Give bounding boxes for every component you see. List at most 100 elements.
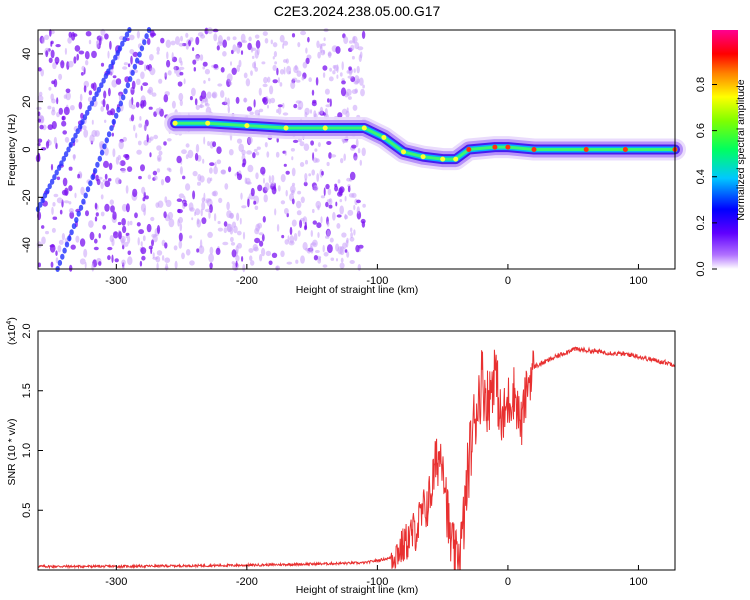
spectrum-noise-dot bbox=[304, 107, 310, 116]
spectrum-noise-dot bbox=[296, 200, 302, 209]
snr-panel: -300 -200 -100 0 100 0.5 1.0 1.5 2.0 Height of … bbox=[6, 317, 676, 596]
spectrum-noise-dot bbox=[312, 208, 315, 214]
snr-x-tick-label: -300 bbox=[105, 576, 127, 588]
spectrum-noise-dot bbox=[327, 98, 330, 103]
snr-y-tick-label: 2.0 bbox=[21, 323, 33, 338]
spectrum-noise-dot bbox=[314, 148, 318, 152]
spectrum-noise-dot bbox=[310, 109, 312, 114]
spectrum-noise-dot bbox=[220, 90, 225, 98]
spectrum-noise-dot bbox=[52, 216, 58, 220]
spectrum-noise-dot bbox=[267, 104, 269, 109]
spectrum-noise-dot bbox=[127, 250, 132, 256]
spectrum-noise-dot bbox=[88, 220, 94, 228]
spectrum-noise-dot bbox=[209, 262, 213, 270]
spectrum-streak-dot bbox=[83, 192, 88, 199]
spectrum-noise-dot bbox=[274, 208, 277, 216]
spectrum-streak-dot bbox=[120, 40, 125, 47]
spectrum-y-tick-label: 40 bbox=[21, 48, 33, 60]
spectrum-ridge-peak bbox=[172, 120, 178, 126]
spectrum-streak-dot bbox=[108, 63, 113, 70]
spectrum-noise-dot bbox=[189, 260, 195, 266]
spectrum-noise-dot bbox=[87, 96, 93, 102]
spectrum-noise-dot bbox=[199, 54, 204, 61]
spectrum-noise-dot bbox=[69, 211, 75, 219]
spectrum-x-tick-label: -300 bbox=[105, 275, 127, 287]
spectrum-noise-dot bbox=[153, 134, 159, 140]
snr-y-axis-title: SNR (10 * v/v) bbox=[6, 418, 18, 485]
spectrum-noise-dot bbox=[315, 77, 319, 86]
spectrum-noise-dot bbox=[64, 136, 70, 143]
spectrum-noise-dot bbox=[202, 61, 208, 67]
spectrum-noise-dot bbox=[266, 151, 270, 158]
spectrum-noise-dot bbox=[58, 107, 63, 115]
spectrum-noise-dot bbox=[234, 173, 237, 177]
spectrum-noise-dot bbox=[340, 257, 344, 263]
spectrum-noise-dot bbox=[300, 30, 307, 36]
spectrum-noise-dot bbox=[73, 154, 76, 161]
colorbar-tick-label: 0.4 bbox=[695, 169, 707, 184]
spectrum-noise-dot bbox=[341, 108, 348, 115]
spectrum-noise-dot bbox=[152, 252, 155, 259]
spectrum-streak-dot bbox=[87, 105, 92, 112]
spectrum-noise-dot bbox=[179, 71, 184, 76]
spectrum-noise-dot bbox=[305, 159, 308, 165]
spectrum-noise-dot bbox=[247, 136, 253, 145]
spectrum-noise-dot bbox=[53, 78, 58, 88]
spectrum-noise-dot bbox=[285, 189, 288, 197]
spectrum-noise-dot bbox=[142, 99, 147, 107]
spectrum-noise-dot bbox=[52, 202, 56, 207]
spectrum-noise-dot bbox=[250, 260, 255, 266]
spectrum-noise-dot bbox=[105, 103, 110, 111]
spectrum-noise-dot bbox=[171, 100, 176, 109]
spectrum-y-axis: -40 -20 0 20 40 bbox=[21, 48, 43, 253]
spectrum-noise-dot bbox=[146, 89, 152, 94]
spectrum-noise-dot bbox=[58, 239, 64, 245]
spectrum-noise-dot bbox=[206, 177, 211, 184]
spectrum-noise-dot bbox=[258, 87, 262, 96]
spectrum-noise-dot bbox=[356, 206, 360, 214]
spectrum-noise-dot bbox=[277, 104, 283, 108]
spectrum-streak-dot bbox=[75, 128, 81, 135]
spectrum-streak-dot bbox=[117, 45, 123, 52]
spectrum-noise-dot bbox=[332, 65, 336, 69]
spectrum-noise-dot bbox=[354, 156, 358, 161]
spectrum-noise-dot bbox=[134, 212, 138, 219]
spectrum-ridge-peak bbox=[401, 149, 406, 155]
spectrum-noise-dot bbox=[247, 42, 252, 51]
spectrum-noise-dot bbox=[353, 229, 356, 236]
spectrum-noise-dot bbox=[74, 192, 77, 199]
spectrum-noise-dot bbox=[62, 177, 68, 187]
spectrum-streak-dot bbox=[49, 178, 55, 185]
spectrum-ridge-peak bbox=[505, 144, 511, 150]
spectrum-noise-dot bbox=[140, 247, 147, 255]
spectrum-noise-dot bbox=[272, 79, 278, 84]
spectrum-noise-dot bbox=[222, 241, 229, 246]
spectrum-noise-dot bbox=[94, 238, 98, 244]
spectrum-noise-dot bbox=[229, 81, 233, 86]
spectrum-noise-dot bbox=[142, 197, 146, 202]
spectrum-streak-dot bbox=[78, 204, 84, 211]
spectrum-noise-dot bbox=[140, 103, 143, 107]
spectrum-ridge-peak bbox=[453, 156, 459, 162]
spectrum-noise-dot bbox=[122, 136, 128, 142]
spectrum-noise-dot bbox=[315, 200, 322, 209]
spectrum-noise-dot bbox=[112, 148, 116, 158]
spectrum-noise-dot bbox=[117, 154, 122, 161]
spectrum-streak-dot bbox=[64, 241, 70, 248]
spectrum-noise-dot bbox=[104, 173, 108, 180]
spectrum-noise-dot bbox=[178, 216, 184, 224]
spectrum-noise-dot bbox=[62, 130, 67, 135]
spectrum-noise-dot bbox=[202, 158, 205, 164]
spectrum-noise-dot bbox=[325, 183, 330, 190]
spectrum-noise-dot bbox=[300, 196, 305, 204]
spectrum-noise-dot bbox=[103, 160, 109, 168]
spectrum-noise-dot bbox=[305, 57, 310, 65]
spectrum-noise-dot bbox=[111, 132, 115, 137]
spectrum-noise-dot bbox=[250, 187, 255, 197]
spectrum-noise-dot bbox=[291, 219, 297, 227]
spectrum-noise-dot bbox=[192, 47, 195, 52]
spectrum-noise-dot bbox=[64, 47, 67, 55]
spectrum-noise-dot bbox=[177, 208, 181, 213]
spectrum-streak-dot bbox=[67, 235, 72, 242]
spectrum-noise-dot bbox=[37, 67, 42, 72]
